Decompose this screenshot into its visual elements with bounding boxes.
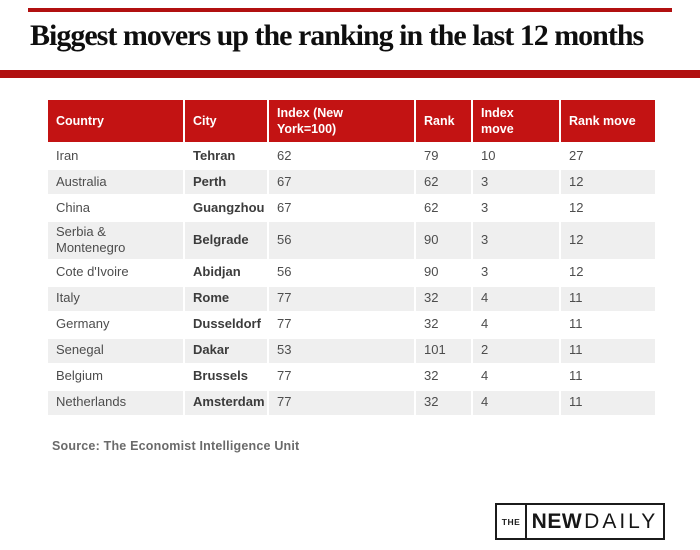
table-cell: 56 [269, 260, 414, 285]
column-header: Country [48, 100, 183, 142]
cell-country: Belgium [48, 364, 183, 389]
cell-country: Germany [48, 312, 183, 337]
table-cell: 11 [561, 312, 655, 337]
table-cell: 90 [416, 222, 471, 259]
cell-country: Iran [48, 144, 183, 168]
newdaily-logo: THE NEW DAILY [495, 503, 665, 540]
cell-country: Senegal [48, 338, 183, 363]
table-cell: 77 [269, 286, 414, 311]
table-cell: 3 [473, 170, 559, 194]
cell-city: Belgrade [185, 222, 267, 259]
cell-city: Amsterdam [185, 390, 267, 415]
cell-city: Dusseldorf [185, 312, 267, 337]
table-cell: 62 [416, 196, 471, 220]
cell-city: Dakar [185, 338, 267, 363]
source-note: Source: The Economist Intelligence Unit [52, 439, 300, 453]
table-cell: 11 [561, 390, 655, 415]
table-cell: 11 [561, 286, 655, 311]
cell-country: Serbia & Montenegro [48, 222, 183, 259]
column-header: Index move [473, 100, 559, 142]
table-cell: 32 [416, 312, 471, 337]
table-cell: 62 [269, 144, 414, 168]
table-cell: 4 [473, 312, 559, 337]
table-cell: 12 [561, 222, 655, 259]
table-cell: 32 [416, 390, 471, 415]
table-cell: 3 [473, 196, 559, 220]
table-cell: 53 [269, 338, 414, 363]
table-cell: 79 [416, 144, 471, 168]
page-title: Biggest movers up the ranking in the las… [30, 19, 644, 52]
logo-daily-label: DAILY [584, 509, 659, 533]
cell-city: Tehran [185, 144, 267, 168]
table-cell: 4 [473, 390, 559, 415]
table-cell: 3 [473, 260, 559, 285]
table-cell: 27 [561, 144, 655, 168]
table-cell: 4 [473, 364, 559, 389]
logo-the-label: THE [497, 505, 527, 538]
table-cell: 11 [561, 364, 655, 389]
table-cell: 12 [561, 260, 655, 285]
table-cell: 32 [416, 364, 471, 389]
cell-city: Brussels [185, 364, 267, 389]
cell-city: Abidjan [185, 260, 267, 285]
table-cell: 56 [269, 222, 414, 259]
table-cell: 4 [473, 286, 559, 311]
cell-country: Netherlands [48, 390, 183, 415]
column-header: Rank [416, 100, 471, 142]
table-cell: 3 [473, 222, 559, 259]
headline-red-rule [0, 70, 700, 78]
table-cell: 12 [561, 170, 655, 194]
cell-country: Australia [48, 170, 183, 194]
table-cell: 10 [473, 144, 559, 168]
table-cell: 32 [416, 286, 471, 311]
cell-country: China [48, 196, 183, 220]
cell-country: Cote d'Ivoire [48, 260, 183, 285]
column-header: Rank move [561, 100, 655, 142]
logo-wordmark: NEW DAILY [527, 505, 663, 538]
table-cell: 77 [269, 364, 414, 389]
column-header: City [185, 100, 267, 142]
logo-new-label: NEW [531, 509, 583, 533]
table-cell: 90 [416, 260, 471, 285]
table-cell: 62 [416, 170, 471, 194]
table-cell: 77 [269, 312, 414, 337]
column-header: Index (New York=100) [269, 100, 414, 142]
cell-city: Perth [185, 170, 267, 194]
table-cell: 11 [561, 338, 655, 363]
ranking-table: Country City Index (New York=100) Rank Index… [48, 100, 655, 415]
table-cell: 12 [561, 196, 655, 220]
table-cell: 101 [416, 338, 471, 363]
cell-country: Italy [48, 286, 183, 311]
table-cell: 67 [269, 170, 414, 194]
cell-city: Rome [185, 286, 267, 311]
table-cell: 77 [269, 390, 414, 415]
top-red-rule [28, 8, 672, 12]
cell-city: Guangzhou [185, 196, 267, 220]
table-cell: 2 [473, 338, 559, 363]
table-cell: 67 [269, 196, 414, 220]
